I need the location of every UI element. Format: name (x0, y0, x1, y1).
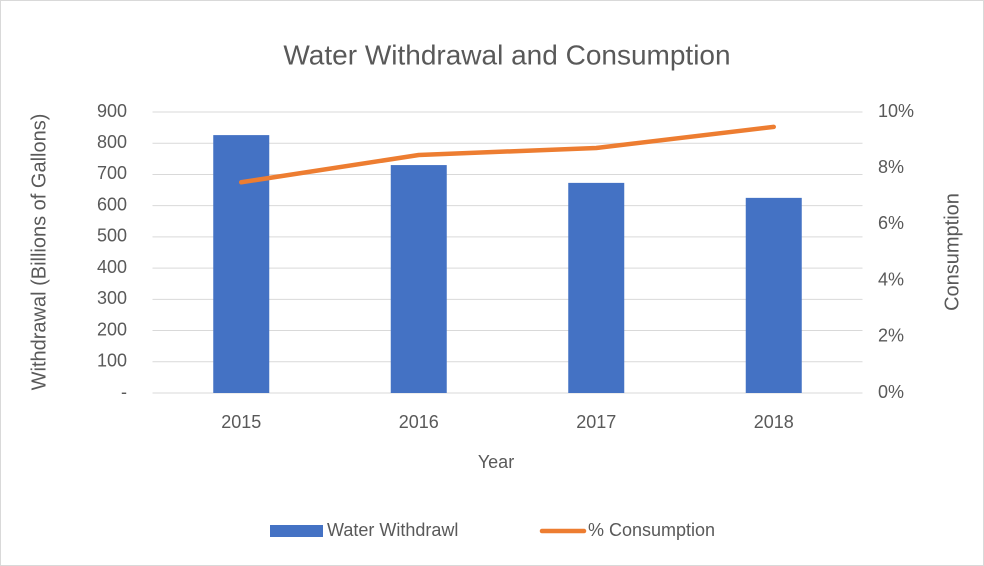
y2-tick-label: 2% (878, 326, 904, 346)
y-tick-label: 800 (97, 132, 127, 152)
bar (390, 165, 447, 393)
bar (745, 197, 802, 393)
legend-label: % Consumption (588, 520, 715, 540)
y2-tick-label: 4% (878, 269, 904, 289)
x-axis-label: Year (478, 452, 514, 472)
y2-tick-label: 0% (878, 382, 904, 402)
x-tick-label: 2016 (399, 412, 439, 432)
x-tick-label: 2015 (221, 412, 261, 432)
y2-axis-label: Consumption (941, 193, 963, 311)
y-tick-label: 200 (97, 319, 127, 339)
y-axis-label: Withdrawal (Billions of Gallons) (28, 114, 50, 391)
line (239, 124, 776, 185)
y-tick-label: 300 (97, 288, 127, 308)
legend-swatch (270, 525, 323, 537)
bar (213, 135, 270, 394)
chart-title: Water Withdrawal and Consumption (283, 39, 730, 70)
y-tick-label: 700 (97, 163, 127, 183)
y2-tick-label: 8% (878, 157, 904, 177)
y-tick-label: 600 (97, 194, 127, 214)
y2-tick-label: 6% (878, 213, 904, 233)
x-tick-label: 2018 (754, 412, 794, 432)
y-tick-label: 100 (97, 351, 127, 371)
bar (568, 182, 625, 393)
y-tick-label: 900 (97, 101, 127, 121)
y-tick-label: 400 (97, 257, 127, 277)
y-tick-label: - (121, 382, 127, 402)
legend-label: Water Withdrawl (327, 520, 458, 540)
x-tick-label: 2017 (576, 412, 616, 432)
y2-tick-label: 10% (878, 101, 914, 121)
y-tick-label: 500 (97, 226, 127, 246)
